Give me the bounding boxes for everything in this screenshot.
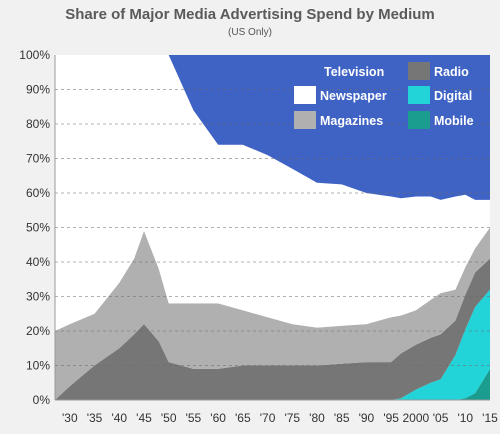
y-axis-ticks: 0% 10% 20% 30% 40% 50% 60% 70% 80% 90% 100% — [19, 48, 50, 407]
y-tick-label: 80% — [26, 117, 50, 131]
x-tick-label: '95 — [383, 411, 399, 425]
legend-label: Magazines — [320, 114, 383, 128]
legend: Television Radio Newspaper Digital Magazines… — [294, 62, 474, 129]
legend-swatch — [294, 111, 316, 129]
legend-item-radio: Radio — [408, 62, 469, 80]
legend-item-mobile: Mobile — [408, 111, 474, 129]
axes — [54, 55, 490, 401]
legend-item-magazines: Magazines — [294, 111, 383, 129]
legend-label: Mobile — [434, 114, 474, 128]
legend-label: Newspaper — [320, 89, 387, 103]
area-digital — [55, 289, 490, 400]
x-tick-label: '65 — [235, 411, 251, 425]
x-tick-label: '50 — [161, 411, 177, 425]
x-tick-label: '40 — [111, 411, 127, 425]
chart-subtitle: (US Only) — [228, 27, 272, 38]
area-radio — [55, 258, 490, 400]
area-television — [55, 55, 490, 200]
legend-label: Radio — [434, 65, 469, 79]
x-tick-label: '10 — [457, 411, 473, 425]
x-tick-label: '75 — [284, 411, 300, 425]
y-tick-label: 60% — [26, 186, 50, 200]
y-tick-label: 10% — [26, 359, 50, 373]
legend-swatch — [294, 86, 316, 104]
x-tick-label: 2000 — [403, 411, 430, 425]
chart-title: Share of Major Media Advertising Spend b… — [65, 6, 435, 23]
x-axis-ticks: '30 '35 '40 '45 '50 '55 '60 '65 '70 '75 '80 '85 '90 '… — [62, 411, 498, 425]
x-tick-label: '05 — [433, 411, 449, 425]
x-tick-label: '60 — [210, 411, 226, 425]
y-tick-label: 40% — [26, 255, 50, 269]
legend-item-newspaper: Newspaper — [294, 86, 387, 104]
legend-item-digital: Digital — [408, 86, 472, 104]
x-tick-label: '15 — [482, 411, 498, 425]
y-tick-label: 0% — [33, 393, 51, 407]
y-tick-label: 30% — [26, 290, 50, 304]
x-tick-label: '85 — [334, 411, 350, 425]
y-tick-label: 50% — [26, 221, 50, 235]
y-tick-label: 20% — [26, 324, 50, 338]
legend-label: Digital — [434, 89, 472, 103]
x-tick-label: '80 — [309, 411, 325, 425]
y-tick-label: 100% — [19, 48, 50, 62]
legend-swatch — [408, 111, 430, 129]
x-tick-label: '35 — [87, 411, 103, 425]
y-tick-label: 70% — [26, 152, 50, 166]
legend-swatch — [408, 62, 430, 80]
x-tick-label: '30 — [62, 411, 78, 425]
legend-swatch — [408, 86, 430, 104]
x-tick-label: '70 — [260, 411, 276, 425]
legend-label: Television — [324, 65, 384, 79]
y-tick-label: 90% — [26, 83, 50, 97]
x-tick-label: '90 — [359, 411, 375, 425]
area-magazines — [55, 227, 490, 400]
legend-item-television: Television — [324, 65, 384, 79]
x-tick-label: '45 — [136, 411, 152, 425]
x-tick-label: '55 — [186, 411, 202, 425]
